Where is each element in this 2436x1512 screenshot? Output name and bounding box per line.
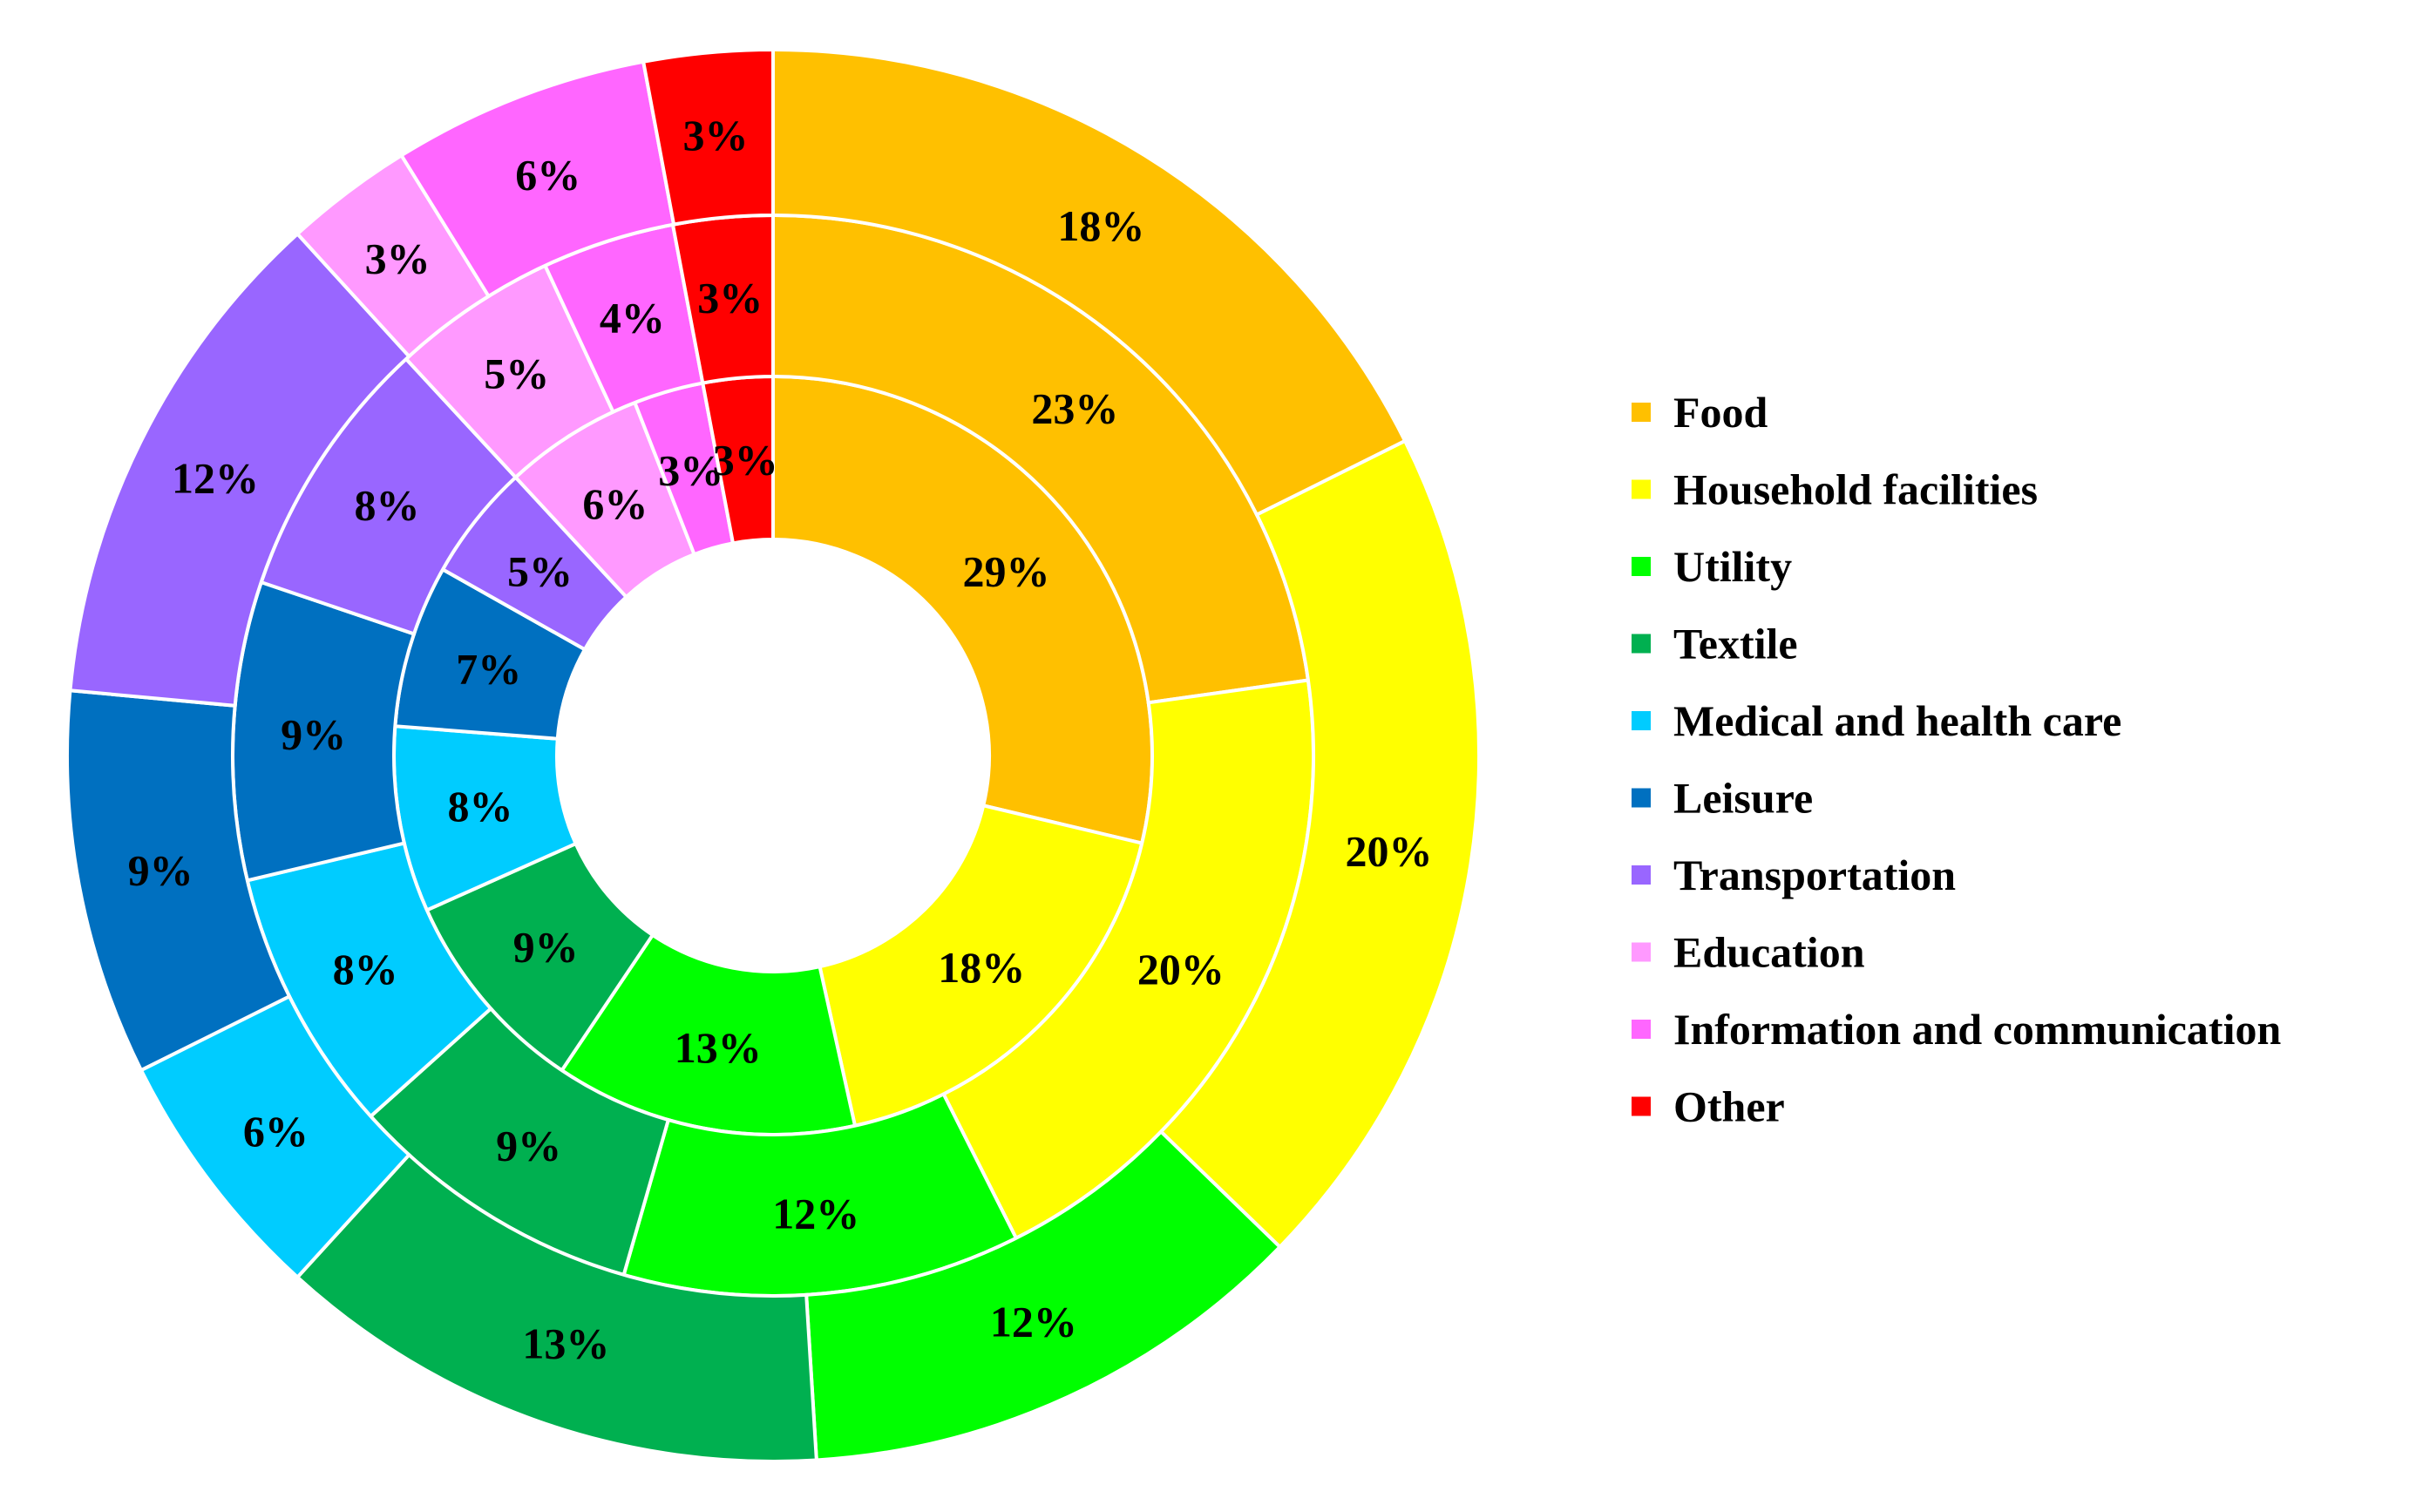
- outer-ring-label-food: 18%: [1057, 201, 1144, 250]
- middle-ring-label-textile: 9%: [496, 1121, 561, 1170]
- inner-ring-label-information-and-communication: 3%: [658, 445, 723, 494]
- legend-swatch-utility: [1632, 557, 1651, 576]
- legend-label-leisure: Leisure: [1673, 774, 1813, 823]
- legend-swatch-textile: [1632, 634, 1651, 654]
- legend-swatch-food: [1632, 403, 1651, 422]
- outer-ring-label-education: 3%: [365, 234, 431, 282]
- percentage-labels: 29%18%13%9%8%7%5%6%3%3%23%20%12%9%8%9%8%…: [128, 111, 1433, 1367]
- outer-ring-label-medical-and-health-care: 6%: [243, 1107, 309, 1156]
- donut-rings: [65, 47, 1481, 1463]
- legend-label-utility: Utility: [1673, 542, 1792, 591]
- outer-ring-label-other: 3%: [683, 111, 749, 159]
- outer-ring-slice-other: [641, 47, 775, 227]
- legend-swatch-leisure: [1632, 788, 1651, 808]
- middle-ring-label-other: 3%: [697, 273, 763, 322]
- inner-ring-label-food: 29%: [963, 547, 1050, 596]
- outer-ring-label-utility: 12%: [990, 1298, 1077, 1346]
- legend-swatch-other: [1632, 1096, 1651, 1116]
- legend-swatch-information-and-communication: [1632, 1020, 1651, 1039]
- middle-ring-label-household-facilities: 20%: [1137, 945, 1225, 993]
- legend-swatch-transportation: [1632, 865, 1651, 885]
- inner-ring-label-utility: 13%: [675, 1023, 762, 1072]
- middle-ring-label-medical-and-health-care: 8%: [333, 945, 398, 993]
- legend-label-food: Food: [1673, 388, 1768, 437]
- legend-label-other: Other: [1673, 1082, 1785, 1131]
- outer-ring-label-household-facilities: 20%: [1346, 827, 1433, 876]
- outer-ring-slice-household-facilities: [1158, 438, 1481, 1250]
- legend-swatch-household-facilities: [1632, 479, 1651, 499]
- inner-ring-label-leisure: 7%: [456, 645, 521, 694]
- outer-ring-label-information-and-communication: 6%: [515, 150, 580, 199]
- outer-ring-label-textile: 13%: [522, 1319, 609, 1367]
- middle-ring-label-leisure: 9%: [281, 709, 346, 758]
- inner-ring-label-household-facilities: 18%: [938, 943, 1025, 992]
- legend-label-education: Education: [1673, 928, 1865, 977]
- legend-label-medical-and-health-care: Medical and health care: [1673, 696, 2121, 745]
- middle-ring-label-education: 5%: [484, 349, 549, 398]
- inner-ring-label-education: 6%: [582, 479, 648, 528]
- legend-label-textile: Textile: [1673, 620, 1798, 668]
- middle-ring-label-information-and-communication: 4%: [600, 293, 665, 342]
- legend-swatch-medical-and-health-care: [1632, 711, 1651, 730]
- outer-ring-label-leisure: 9%: [128, 845, 193, 894]
- legend: Food Household facilities Utility Textile Me…: [1632, 388, 2281, 1131]
- inner-ring-label-textile: 9%: [513, 923, 579, 972]
- legend-label-information-and-communication: Information and communication: [1673, 1005, 2281, 1054]
- legend-label-household-facilities: Household facilities: [1673, 465, 2038, 514]
- inner-ring-label-transportation: 5%: [507, 547, 573, 596]
- legend-label-transportation: Transportation: [1673, 851, 1956, 899]
- outer-ring-label-transportation: 12%: [172, 453, 259, 502]
- middle-ring-label-food: 23%: [1031, 383, 1118, 432]
- middle-ring-label-utility: 12%: [772, 1190, 859, 1238]
- middle-ring-label-transportation: 8%: [355, 481, 420, 530]
- inner-ring-label-other: 3%: [713, 435, 778, 484]
- inner-ring-label-medical-and-health-care: 8%: [447, 782, 512, 831]
- legend-swatch-education: [1632, 942, 1651, 962]
